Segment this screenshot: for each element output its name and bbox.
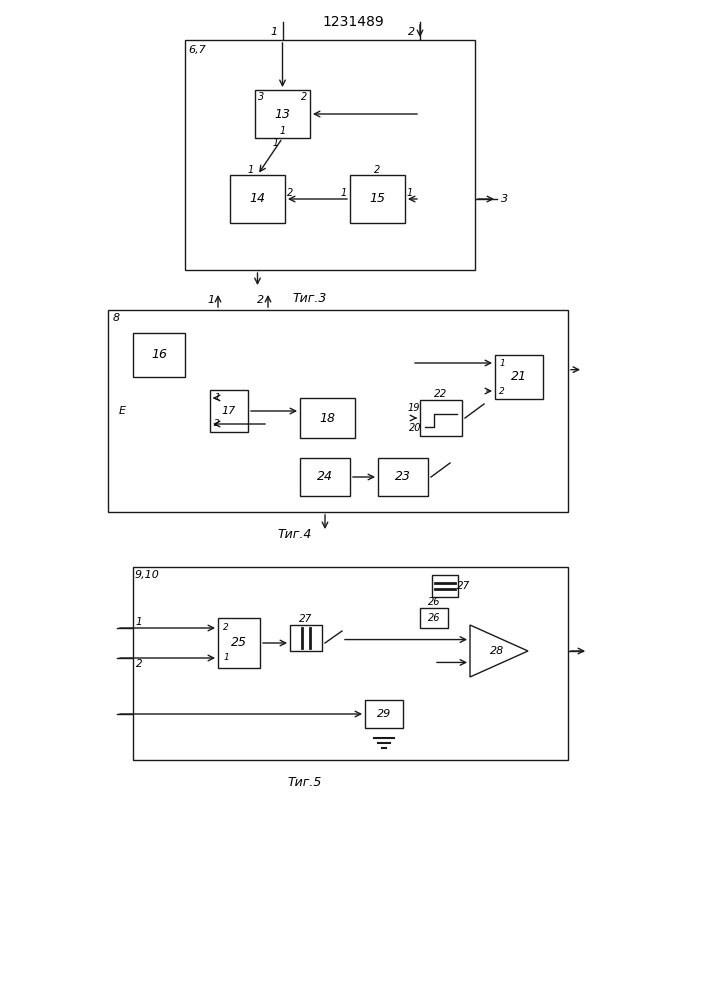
Text: 1: 1 [271, 27, 278, 37]
Text: 1: 1 [214, 393, 220, 402]
Text: 2: 2 [499, 386, 505, 395]
Text: 19: 19 [408, 403, 420, 413]
Text: 25: 25 [231, 637, 247, 650]
Text: 24: 24 [317, 471, 333, 484]
Text: 8: 8 [112, 313, 119, 323]
Text: 1: 1 [407, 188, 413, 198]
Text: 3: 3 [258, 92, 264, 102]
Text: 16: 16 [151, 349, 167, 361]
Text: 2: 2 [214, 420, 220, 428]
Text: 2: 2 [223, 624, 229, 633]
Text: 27: 27 [457, 581, 471, 591]
Text: 2: 2 [287, 188, 293, 198]
Text: 2: 2 [375, 165, 380, 175]
Text: 1231489: 1231489 [322, 15, 384, 29]
Text: 2: 2 [409, 27, 416, 37]
Bar [290, 625, 322, 651]
Text: Τиг.5: Τиг.5 [288, 776, 322, 788]
Text: 2: 2 [257, 295, 264, 305]
Text: 15: 15 [370, 192, 385, 206]
Bar [133, 333, 185, 377]
Text: 1: 1 [499, 359, 505, 367]
Text: 2: 2 [301, 92, 307, 102]
Text: 9,10: 9,10 [134, 570, 160, 580]
Bar [350, 175, 405, 223]
Text: 13: 13 [274, 107, 291, 120]
Bar [218, 618, 260, 668]
Bar [378, 458, 428, 496]
Bar [133, 567, 568, 760]
Text: 1: 1 [247, 165, 254, 175]
Text: Τиг.4: Τиг.4 [278, 528, 312, 540]
Text: 1: 1 [279, 126, 286, 136]
Text: 1: 1 [223, 654, 229, 662]
Bar [300, 458, 350, 496]
Bar [108, 310, 568, 512]
Text: 6,7: 6,7 [188, 45, 206, 55]
Text: 1: 1 [207, 295, 214, 305]
Bar [185, 40, 475, 270]
Text: Τиг.3: Τиг.3 [293, 292, 327, 304]
Text: 3: 3 [501, 194, 508, 204]
Bar [432, 575, 458, 597]
Text: 26: 26 [428, 597, 440, 607]
Text: 1: 1 [341, 188, 347, 198]
Text: 20: 20 [409, 423, 421, 433]
Bar [365, 700, 403, 728]
Text: 23: 23 [395, 471, 411, 484]
Text: 18: 18 [320, 412, 336, 424]
Text: 26: 26 [428, 613, 440, 623]
Bar [230, 175, 285, 223]
Bar [420, 608, 448, 628]
Text: 1: 1 [272, 138, 279, 148]
Text: 17: 17 [222, 406, 236, 416]
Text: 27: 27 [299, 614, 312, 624]
Text: 21: 21 [511, 370, 527, 383]
Bar [300, 398, 355, 438]
Text: 14: 14 [250, 192, 266, 206]
Text: E: E [119, 406, 126, 416]
Text: 29: 29 [377, 709, 391, 719]
Text: 2: 2 [136, 659, 142, 669]
Text: 1: 1 [136, 617, 142, 627]
Text: 28: 28 [490, 646, 504, 656]
Bar [420, 400, 462, 436]
Bar [255, 90, 310, 138]
Bar [210, 390, 248, 432]
Text: 22: 22 [434, 389, 448, 399]
Bar [495, 355, 543, 399]
